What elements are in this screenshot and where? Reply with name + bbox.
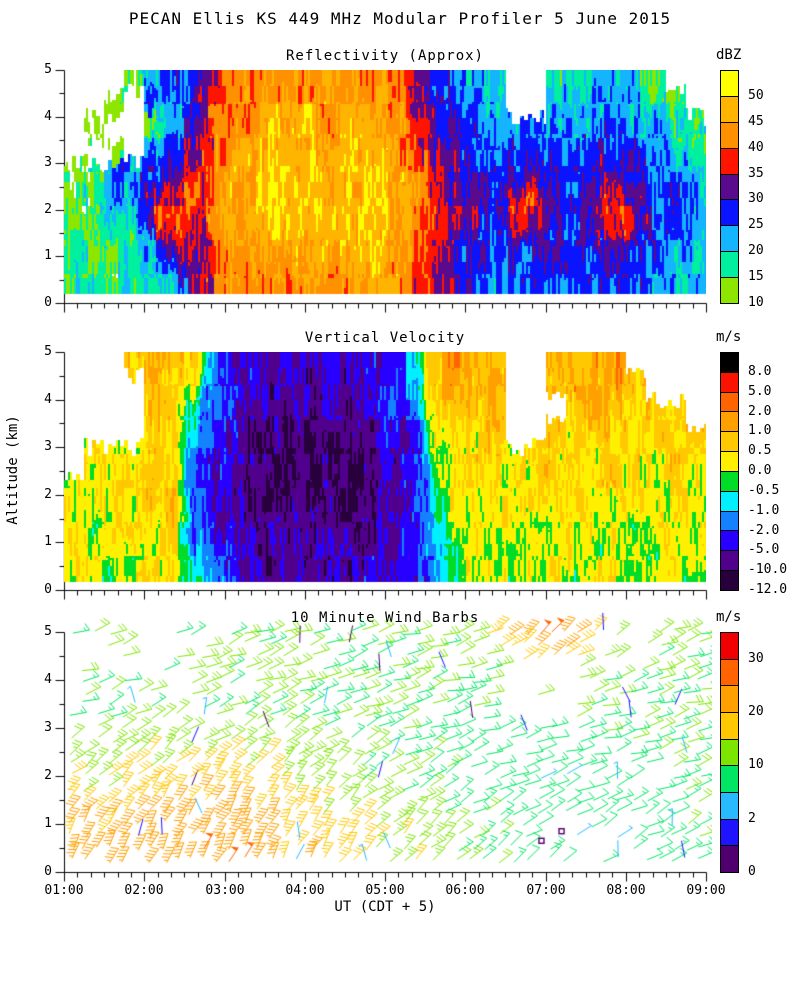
- colorbar-tick-label: 45: [748, 114, 764, 129]
- colorbar-tick-label: -1.0: [748, 503, 780, 518]
- y-tick-label: 0: [44, 295, 52, 310]
- colorbar1-units: dBZ: [716, 47, 742, 63]
- colorbar-tick-label: 20: [748, 243, 764, 258]
- colorbar-cell: [720, 550, 739, 572]
- x-tick-label: 01:00: [44, 883, 84, 898]
- colorbar-tick-label: -5.0: [748, 542, 780, 557]
- colorbar-tick-label: 30: [748, 651, 764, 666]
- colorbar-tick-label: 0.0: [748, 463, 772, 478]
- colorbar-tick-label: 5.0: [748, 384, 772, 399]
- wind-barbs-plot: [60, 606, 712, 882]
- colorbar-cell: [720, 818, 739, 847]
- colorbar-tick-label: -2.0: [748, 523, 780, 538]
- y-tick-label: 0: [44, 864, 52, 879]
- colorbar-tick-label: 2: [748, 811, 756, 826]
- y-tick-label: 5: [44, 344, 52, 359]
- colorbar-cell: [720, 173, 739, 201]
- colorbar-cell: [720, 530, 739, 552]
- colorbar-cell: [720, 251, 739, 278]
- x-tick-label: 09:00: [686, 883, 726, 898]
- colorbar-cell: [720, 411, 739, 433]
- colorbar-cell: [720, 431, 739, 453]
- x-tick-label: 06:00: [445, 883, 485, 898]
- colorbar-tick-label: 25: [748, 217, 764, 232]
- colorbar-cell: [720, 711, 739, 740]
- colorbar-cell: [720, 121, 739, 149]
- colorbar-tick-label: 40: [748, 140, 764, 155]
- colorbar-cell: [720, 685, 739, 713]
- colorbar-cell: [720, 570, 739, 591]
- panel2-title: Vertical Velocity: [304, 330, 466, 346]
- y-tick-label: 4: [44, 109, 52, 124]
- colorbar-tick-label: 30: [748, 191, 764, 206]
- colorbar-cell: [720, 225, 739, 253]
- y-tick-label: 1: [44, 534, 52, 549]
- colorbar-cell: [720, 95, 739, 123]
- colorbar-cell: [720, 510, 739, 532]
- y-tick-label: 1: [44, 248, 52, 263]
- panel1-title: Reflectivity (Approx): [285, 48, 484, 64]
- vertical-velocity-heatmap: [64, 352, 706, 590]
- colorbar-cell: [720, 199, 739, 227]
- y-tick-label: 5: [44, 624, 52, 639]
- colorbar-tick-label: 15: [748, 269, 764, 284]
- y-tick-label: 4: [44, 392, 52, 407]
- colorbar-cell: [720, 845, 739, 873]
- colorbar-cell: [720, 791, 739, 820]
- y-tick-label: 5: [44, 62, 52, 77]
- colorbar-cell: [720, 277, 739, 304]
- colorbar-tick-label: 1.0: [748, 423, 772, 438]
- y-tick-label: 2: [44, 487, 52, 502]
- y-tick-label: 3: [44, 720, 52, 735]
- colorbar-tick-label: 20: [748, 704, 764, 719]
- colorbar-cell: [720, 490, 739, 512]
- x-tick-label: 07:00: [526, 883, 566, 898]
- colorbar-vertical-velocity: [720, 352, 739, 591]
- colorbar-tick-label: 0.5: [748, 443, 772, 458]
- colorbar-cell: [720, 70, 739, 97]
- colorbar-tick-label: 50: [748, 88, 764, 103]
- y-tick-label: 0: [44, 582, 52, 597]
- colorbar-cell: [720, 371, 739, 393]
- colorbar-cell: [720, 147, 739, 175]
- colorbar-cell: [720, 738, 739, 767]
- x-tick-label: 02:00: [124, 883, 164, 898]
- reflectivity-heatmap: [64, 70, 706, 303]
- colorbar-tick-label: -10.0: [748, 562, 788, 577]
- x-tick-label: 08:00: [606, 883, 646, 898]
- colorbar-tick-label: -0.5: [748, 483, 780, 498]
- colorbar-wind-speed: [720, 632, 739, 873]
- colorbar-cell: [720, 632, 739, 660]
- colorbar-cell: [720, 391, 739, 413]
- colorbar-cell: [720, 451, 739, 472]
- y-tick-label: 1: [44, 816, 52, 831]
- colorbar-cell: [720, 352, 739, 373]
- x-tick-label: 03:00: [205, 883, 245, 898]
- y-tick-label: 2: [44, 768, 52, 783]
- y-tick-label: 3: [44, 155, 52, 170]
- colorbar-tick-label: 8.0: [748, 364, 772, 379]
- colorbar-tick-label: 0: [748, 864, 756, 879]
- y-tick-label: 4: [44, 672, 52, 687]
- colorbar-tick-label: 35: [748, 166, 764, 181]
- colorbar-cell: [720, 765, 739, 793]
- colorbar-reflectivity: [720, 70, 739, 304]
- x-tick-label: 05:00: [365, 883, 405, 898]
- colorbar-tick-label: -12.0: [748, 582, 788, 597]
- colorbar-cell: [720, 470, 739, 492]
- colorbar-cell: [720, 658, 739, 687]
- colorbar3-units: m/s: [716, 609, 742, 625]
- colorbar-tick-label: 10: [748, 295, 764, 310]
- colorbar-tick-label: 2.0: [748, 404, 772, 419]
- y-tick-label: 3: [44, 439, 52, 454]
- colorbar-tick-label: 10: [748, 757, 764, 772]
- x-axis-label: UT (CDT + 5): [334, 899, 436, 915]
- y-tick-label: 2: [44, 202, 52, 217]
- x-tick-label: 04:00: [285, 883, 325, 898]
- colorbar2-units: m/s: [716, 329, 742, 345]
